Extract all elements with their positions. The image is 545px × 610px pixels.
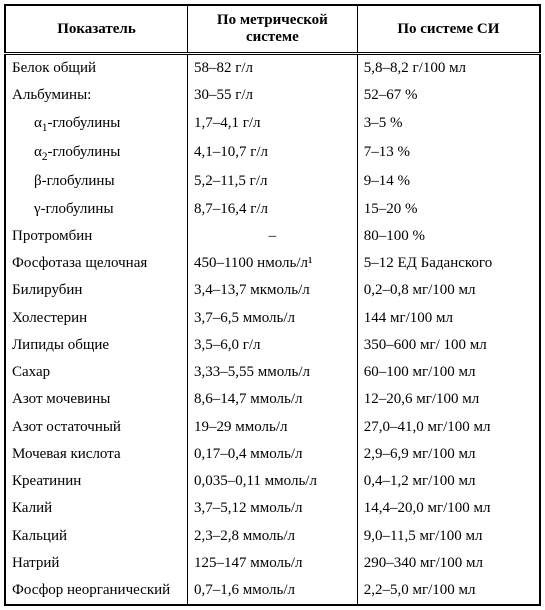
cell-si: 14,4–20,0 мг/100 мл xyxy=(357,495,540,522)
cell-indicator: α1-глобулины xyxy=(5,110,187,139)
cell-indicator: Билирубин xyxy=(5,277,187,304)
cell-metric: 0,035–0,11 ммоль/л xyxy=(187,468,357,495)
cell-indicator: Натрий xyxy=(5,550,187,577)
cell-metric: 3,7–5,12 ммоль/л xyxy=(187,495,357,522)
cell-si: 9–14 % xyxy=(357,168,540,195)
table-row: Фосфотаза щелочная450–1100 нмоль/л¹5–12 … xyxy=(5,250,540,277)
cell-indicator: α2-глобулины xyxy=(5,139,187,168)
cell-metric: 3,33–5,55 ммоль/л xyxy=(187,359,357,386)
table-row: α2-глобулины4,1–10,7 г/л7–13 % xyxy=(5,139,540,168)
cell-metric: 3,5–6,0 г/л xyxy=(187,332,357,359)
cell-indicator: Азот мочевины xyxy=(5,386,187,413)
cell-si: 5,8–8,2 г/100 мл xyxy=(357,54,540,83)
cell-si: 350–600 мг/ 100 мл xyxy=(357,332,540,359)
cell-metric: 3,4–13,7 мкмоль/л xyxy=(187,277,357,304)
cell-si: 3–5 % xyxy=(357,110,540,139)
cell-metric: 8,6–14,7 ммоль/л xyxy=(187,386,357,413)
cell-indicator: Азот остаточный xyxy=(5,414,187,441)
cell-indicator: Сахар xyxy=(5,359,187,386)
cell-indicator: Альбумины: xyxy=(5,82,187,109)
cell-metric: 450–1100 нмоль/л¹ xyxy=(187,250,357,277)
cell-metric: 3,7–6,5 ммоль/л xyxy=(187,305,357,332)
cell-si: 27,0–41,0 мг/100 мл xyxy=(357,414,540,441)
table-row: β-глобулины5,2–11,5 г/л9–14 % xyxy=(5,168,540,195)
cell-si: 290–340 мг/100 мл xyxy=(357,550,540,577)
cell-metric: 19–29 ммоль/л xyxy=(187,414,357,441)
cell-indicator: Липиды общие xyxy=(5,332,187,359)
cell-indicator: Фосфотаза щелочная xyxy=(5,250,187,277)
table-row: γ-глобулины8,7–16,4 г/л15–20 % xyxy=(5,196,540,223)
cell-indicator: γ-глобулины xyxy=(5,196,187,223)
cell-si: 5–12 ЕД Баданского xyxy=(357,250,540,277)
cell-indicator: β-глобулины xyxy=(5,168,187,195)
column-header-indicator: Показатель xyxy=(5,5,187,54)
biochemistry-table: Показатель По метрической системе По сис… xyxy=(4,4,541,606)
table-row: Липиды общие3,5–6,0 г/л350–600 мг/ 100 м… xyxy=(5,332,540,359)
cell-si: 7–13 % xyxy=(357,139,540,168)
cell-metric: 0,17–0,4 ммоль/л xyxy=(187,441,357,468)
table-row: α1-глобулины1,7–4,1 г/л3–5 % xyxy=(5,110,540,139)
cell-si: 144 мг/100 мл xyxy=(357,305,540,332)
cell-si: 0,2–0,8 мг/100 мл xyxy=(357,277,540,304)
cell-metric: 4,1–10,7 г/л xyxy=(187,139,357,168)
cell-metric: 8,7–16,4 г/л xyxy=(187,196,357,223)
cell-metric: 2,3–2,8 ммоль/л xyxy=(187,523,357,550)
table-row: Белок общий58–82 г/л5,8–8,2 г/100 мл xyxy=(5,54,540,83)
cell-si: 2,9–6,9 мг/100 мл xyxy=(357,441,540,468)
table-row: Билирубин3,4–13,7 мкмоль/л0,2–0,8 мг/100… xyxy=(5,277,540,304)
table-row: Мочевая кислота0,17–0,4 ммоль/л2,9–6,9 м… xyxy=(5,441,540,468)
column-header-si: По системе СИ xyxy=(357,5,540,54)
cell-indicator: Кальций xyxy=(5,523,187,550)
cell-metric: 30–55 г/л xyxy=(187,82,357,109)
cell-si: 0,4–1,2 мг/100 мл xyxy=(357,468,540,495)
cell-indicator: Протромбин xyxy=(5,223,187,250)
cell-metric: – xyxy=(187,223,357,250)
table-row: Азот остаточный19–29 ммоль/л27,0–41,0 мг… xyxy=(5,414,540,441)
cell-si: 2,2–5,0 мг/100 мл xyxy=(357,577,540,605)
table-row: Кальций2,3–2,8 ммоль/л9,0–11,5 мг/100 мл xyxy=(5,523,540,550)
cell-indicator: Креатинин xyxy=(5,468,187,495)
cell-si: 9,0–11,5 мг/100 мл xyxy=(357,523,540,550)
table-row: Сахар3,33–5,55 ммоль/л60–100 мг/100 мл xyxy=(5,359,540,386)
table-row: Холестерин3,7–6,5 ммоль/л144 мг/100 мл xyxy=(5,305,540,332)
table-row: Фосфор неорганический0,7–1,6 ммоль/л2,2–… xyxy=(5,577,540,605)
cell-indicator: Фосфор неорганический xyxy=(5,577,187,605)
table-row: Протромбин–80–100 % xyxy=(5,223,540,250)
table-row: Натрий125–147 ммоль/л290–340 мг/100 мл xyxy=(5,550,540,577)
cell-indicator: Холестерин xyxy=(5,305,187,332)
table-row: Азот мочевины8,6–14,7 ммоль/л12–20,6 мг/… xyxy=(5,386,540,413)
table-row: Альбумины:30–55 г/л52–67 % xyxy=(5,82,540,109)
column-header-metric: По метрической системе xyxy=(187,5,357,54)
table-header-row: Показатель По метрической системе По сис… xyxy=(5,5,540,54)
cell-metric: 0,7–1,6 ммоль/л xyxy=(187,577,357,605)
cell-si: 12–20,6 мг/100 мл xyxy=(357,386,540,413)
cell-metric: 5,2–11,5 г/л xyxy=(187,168,357,195)
cell-metric: 58–82 г/л xyxy=(187,54,357,83)
cell-indicator: Мочевая кислота xyxy=(5,441,187,468)
cell-indicator: Белок общий xyxy=(5,54,187,83)
table-row: Креатинин0,035–0,11 ммоль/л0,4–1,2 мг/10… xyxy=(5,468,540,495)
cell-indicator: Калий xyxy=(5,495,187,522)
table-body: Белок общий58–82 г/л5,8–8,2 г/100 млАльб… xyxy=(5,54,540,606)
cell-si: 15–20 % xyxy=(357,196,540,223)
cell-si: 60–100 мг/100 мл xyxy=(357,359,540,386)
cell-si: 80–100 % xyxy=(357,223,540,250)
table-row: Калий3,7–5,12 ммоль/л14,4–20,0 мг/100 мл xyxy=(5,495,540,522)
cell-si: 52–67 % xyxy=(357,82,540,109)
cell-metric: 1,7–4,1 г/л xyxy=(187,110,357,139)
cell-metric: 125–147 ммоль/л xyxy=(187,550,357,577)
